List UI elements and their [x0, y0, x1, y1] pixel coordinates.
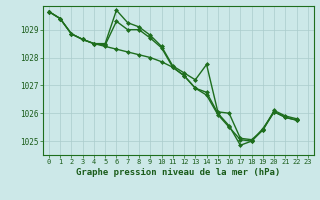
X-axis label: Graphe pression niveau de la mer (hPa): Graphe pression niveau de la mer (hPa) — [76, 168, 281, 177]
